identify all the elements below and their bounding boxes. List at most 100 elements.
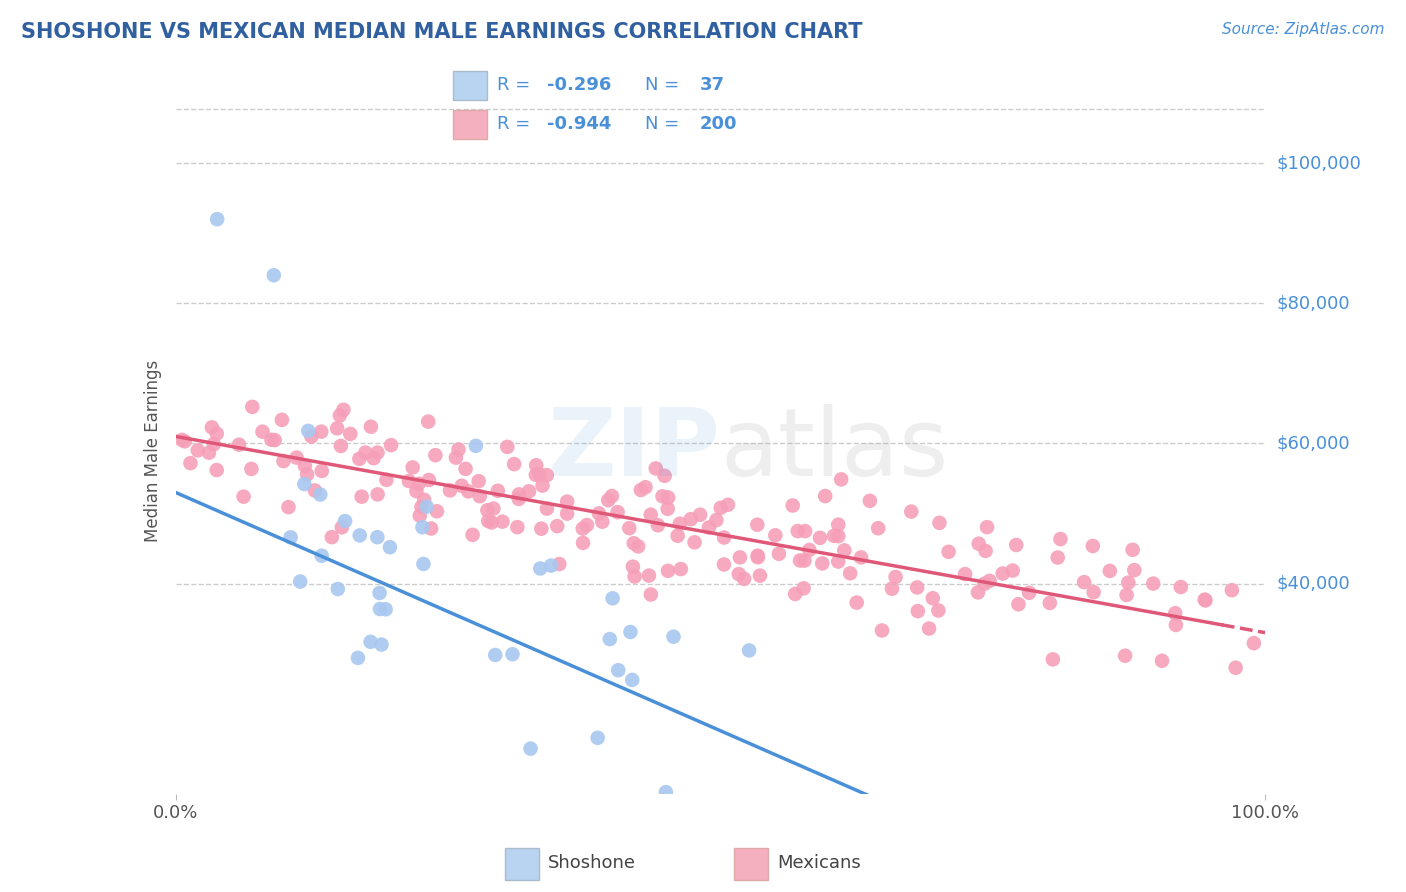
Point	[447, 442, 470, 457]
Point	[454, 462, 477, 476]
Point	[793, 582, 815, 596]
Point	[591, 515, 613, 529]
Point	[621, 673, 644, 687]
Point	[679, 512, 702, 526]
Point	[974, 544, 997, 558]
Point	[481, 516, 503, 530]
Point	[524, 467, 547, 482]
Point	[468, 489, 491, 503]
Point	[1122, 542, 1144, 557]
Point	[1142, 576, 1164, 591]
Point	[979, 574, 1001, 588]
Point	[786, 524, 808, 538]
Point	[606, 505, 628, 519]
Point	[252, 425, 274, 439]
Point	[619, 625, 641, 640]
Point	[1007, 597, 1029, 611]
Point	[409, 508, 432, 523]
Point	[849, 550, 872, 565]
Point	[827, 555, 849, 569]
Point	[503, 457, 526, 471]
Point	[295, 467, 318, 482]
Point	[201, 420, 224, 434]
Point	[1005, 538, 1028, 552]
Point	[363, 451, 385, 466]
Point	[366, 445, 388, 459]
Point	[706, 513, 728, 527]
Text: $100,000: $100,000	[1277, 154, 1361, 172]
Point	[782, 499, 804, 513]
Point	[733, 572, 755, 586]
Point	[657, 564, 679, 578]
Point	[630, 483, 652, 497]
Point	[263, 268, 285, 283]
Point	[662, 630, 685, 644]
Point	[536, 501, 558, 516]
Point	[425, 448, 447, 462]
Point	[938, 545, 960, 559]
Point	[763, 528, 786, 542]
Point	[187, 443, 209, 458]
Point	[444, 450, 467, 465]
Point	[457, 484, 479, 499]
Point	[273, 454, 295, 468]
Point	[530, 522, 553, 536]
Point	[1001, 564, 1024, 578]
Point	[263, 433, 285, 447]
Point	[793, 553, 815, 567]
Point	[502, 647, 524, 661]
Point	[467, 474, 489, 488]
Point	[921, 591, 943, 606]
Point	[900, 505, 922, 519]
Point	[484, 648, 506, 662]
Point	[572, 536, 595, 550]
Point	[198, 445, 221, 459]
Point	[607, 663, 630, 677]
Point	[747, 517, 769, 532]
Point	[588, 507, 610, 521]
Point	[868, 521, 890, 535]
Point	[827, 517, 849, 532]
Point	[366, 530, 388, 544]
Point	[1170, 580, 1192, 594]
Point	[1220, 583, 1243, 598]
Point	[402, 460, 425, 475]
Point	[508, 491, 530, 506]
Text: SHOSHONE VS MEXICAN MEDIAN MALE EARNINGS CORRELATION CHART: SHOSHONE VS MEXICAN MEDIAN MALE EARNINGS…	[21, 22, 863, 42]
Text: R =: R =	[496, 115, 536, 133]
Point	[602, 591, 624, 606]
Point	[326, 582, 349, 596]
Point	[205, 426, 228, 441]
Text: R =: R =	[496, 77, 536, 95]
Point	[669, 516, 692, 531]
Point	[548, 557, 571, 571]
Point	[808, 531, 831, 545]
Point	[575, 518, 598, 533]
Point	[491, 515, 513, 529]
Point	[651, 489, 673, 503]
Point	[531, 478, 554, 492]
Point	[228, 438, 250, 452]
Point	[598, 493, 620, 508]
Point	[1116, 575, 1139, 590]
Point	[657, 491, 679, 505]
Point	[170, 433, 193, 447]
Point	[408, 476, 430, 491]
Point	[1081, 539, 1104, 553]
Point	[623, 536, 645, 550]
Point	[799, 543, 821, 558]
Point	[360, 635, 382, 649]
Point	[727, 567, 749, 582]
Point	[202, 437, 225, 451]
Point	[380, 438, 402, 452]
Point	[640, 587, 662, 601]
Point	[976, 520, 998, 534]
Point	[655, 785, 678, 799]
Point	[333, 514, 356, 528]
Point	[311, 464, 333, 478]
Point	[880, 582, 903, 596]
Point	[205, 212, 228, 227]
Text: N =: N =	[645, 115, 685, 133]
Point	[349, 451, 371, 466]
Point	[349, 528, 371, 542]
